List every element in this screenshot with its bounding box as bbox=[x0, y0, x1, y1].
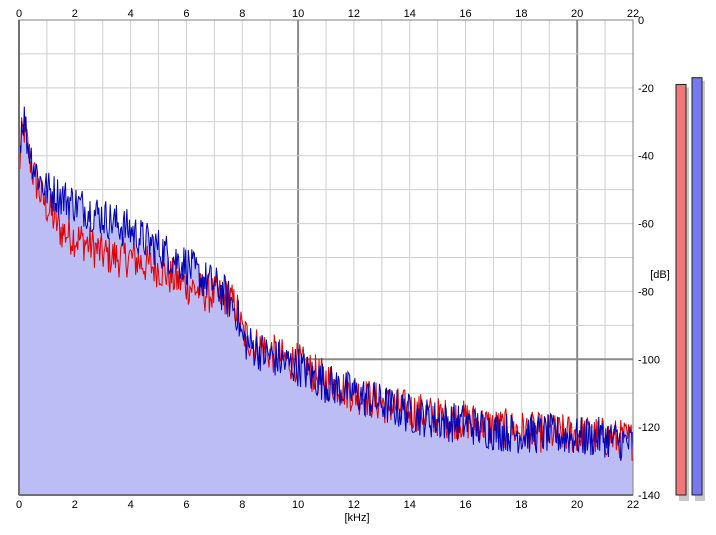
y-tick-label: -60 bbox=[638, 219, 654, 231]
x-tick-label-top: 16 bbox=[459, 8, 471, 20]
series-line-2 bbox=[18, 106, 634, 461]
spectrum-fill-area bbox=[19, 106, 633, 495]
x-tick-label-bottom: 8 bbox=[239, 499, 245, 511]
x-tick-label-bottom: 18 bbox=[515, 499, 527, 511]
x-tick-label-bottom: 10 bbox=[292, 499, 304, 511]
series-line-1 bbox=[18, 116, 634, 462]
y-tick-label: -140 bbox=[638, 490, 660, 502]
x-tick-label-top: 0 bbox=[16, 8, 22, 20]
y-tick-label: -100 bbox=[638, 354, 660, 366]
x-tick-label-top: 8 bbox=[239, 8, 245, 20]
y-tick-label: -40 bbox=[638, 151, 654, 163]
x-tick-label-top: 12 bbox=[348, 8, 360, 20]
y-tick-label: -120 bbox=[638, 422, 660, 434]
plot-border bbox=[18, 19, 634, 496]
x-tick-label-bottom: 20 bbox=[571, 499, 583, 511]
x-tick-label-bottom: 4 bbox=[128, 499, 134, 511]
x-axis-label: [kHz] bbox=[344, 512, 369, 524]
y-tick-label: 0 bbox=[638, 15, 644, 27]
x-tick-label-top: 4 bbox=[128, 8, 134, 20]
x-tick-label-top: 10 bbox=[292, 8, 304, 20]
x-tick-label-bottom: 22 bbox=[627, 499, 639, 511]
x-tick-label-bottom: 2 bbox=[72, 499, 78, 511]
level-bar-2 bbox=[691, 77, 703, 496]
x-tick-label-top: 22 bbox=[627, 8, 639, 20]
x-tick-label-bottom: 16 bbox=[459, 499, 471, 511]
x-tick-label-top: 2 bbox=[72, 8, 78, 20]
y-axis-label: [dB] bbox=[650, 269, 670, 281]
series-layer bbox=[18, 106, 634, 462]
x-tick-label-bottom: 12 bbox=[348, 499, 360, 511]
x-tick-label-bottom: 6 bbox=[183, 499, 189, 511]
level-meter bbox=[675, 77, 705, 501]
x-tick-label-top: 6 bbox=[183, 8, 189, 20]
y-tick-label: -20 bbox=[638, 83, 654, 95]
level-bar-1 bbox=[675, 83, 687, 496]
y-tick-label: -80 bbox=[638, 286, 654, 298]
tick-labels: 002244668810101212141416161818202022220-… bbox=[16, 8, 660, 511]
x-tick-label-top: 18 bbox=[515, 8, 527, 20]
x-tick-label-top: 14 bbox=[404, 8, 416, 20]
x-tick-label-bottom: 0 bbox=[16, 499, 22, 511]
x-tick-label-bottom: 14 bbox=[404, 499, 416, 511]
x-tick-label-top: 20 bbox=[571, 8, 583, 20]
